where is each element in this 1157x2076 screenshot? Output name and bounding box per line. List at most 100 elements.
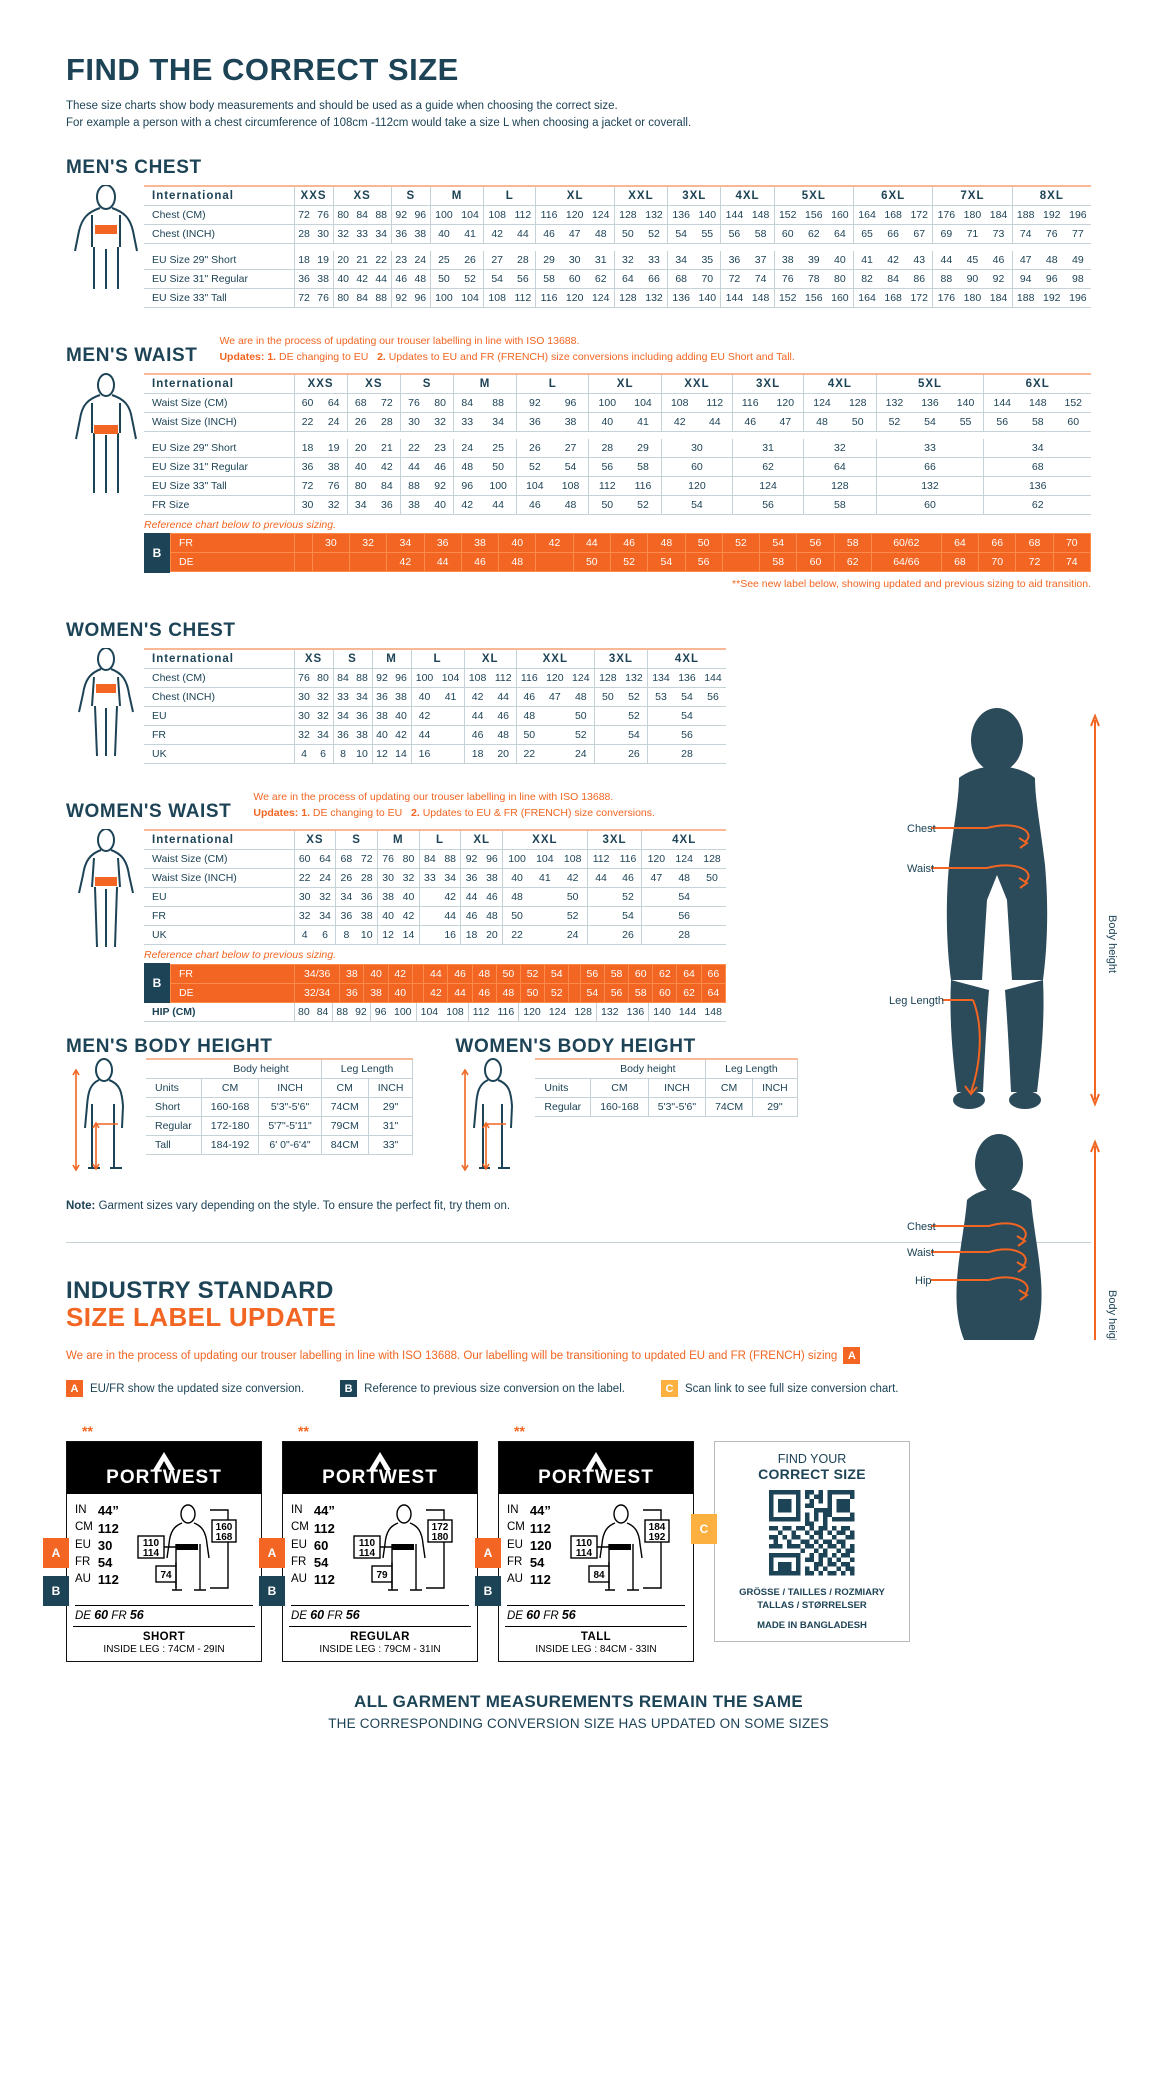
table-cell: 120 [518,1003,545,1023]
table-cell: 40 [376,906,399,927]
table-cell [418,887,441,908]
table-cell: 6 [313,744,333,764]
table-cell [311,552,350,573]
table-cell: 26 [620,744,648,764]
table-cell: 156 [800,288,827,308]
waist-box-1: 110 [576,1538,593,1549]
size-header: M [371,647,411,669]
table-cell: 52 [620,706,648,726]
unit-header: CM [321,1078,369,1099]
table-cell: 76 [320,476,348,496]
table-cell [541,744,568,764]
table-cell: 140 [947,393,984,414]
table-row: EU 30 32 34 36 38 40 42 44 46 48 50 52 54 [144,706,726,726]
de-prefix: DE [507,1610,523,1623]
table-cell: 65 [852,224,881,245]
table-row: FR 30 32 34 36 38 40 42 44 46 48 50 52 54 56 58 60/62 64… [170,533,1092,554]
table-cell: 104 [625,393,662,414]
table-cell: 74CM [321,1097,369,1118]
size-header: XS [293,829,336,851]
table-cell: 70 [694,269,721,289]
qr-card-col: C FIND YOUR CORRECT SIZE GRÖSSE / TAILLES /… [691,1423,910,1642]
iso-update2-num: 2. [377,350,386,363]
row-label: Chest (CM) [144,668,295,688]
iso-updates-label-w: Updates: [253,806,299,819]
table-cell: 5'3"-5'6" [648,1097,707,1118]
iso-note-line1-w: We are in the process of updating our tr… [253,790,614,803]
table-cell: 108 [483,288,511,308]
size-header: S [399,373,454,395]
height-box-2: 168 [216,1532,233,1543]
table-cell: 20 [332,250,353,270]
table-cell: 34 [983,438,1091,458]
row-label: Waist Size (INCH) [144,412,295,433]
table-cell: 44 [423,963,449,984]
table-cell: 56 [588,457,626,477]
table-cell: 22 [293,868,315,889]
table-cell: 72 [293,205,314,226]
size-header: 5XL [875,373,984,395]
row-label: DE [170,982,295,1003]
table-cell: 32 [332,224,353,245]
table-cell: 48 [453,457,481,477]
table-cell: 41 [625,412,662,433]
height-box-2: 192 [648,1532,665,1543]
table-cell: 54 [614,906,642,927]
table-cell: 16 [410,744,438,764]
table-cell: 14 [391,744,411,764]
leg-box: 79 [377,1570,389,1581]
table-cell: 112 [467,1003,494,1023]
mens-chest-table: International XXS XS S M L XL XXL 3XL 4XL 5XL 6XL 7X… [144,185,1091,308]
table-cell: 31 [587,250,615,270]
table-cell: 8 [332,744,353,764]
table-cell [535,552,574,573]
waist-box-2: 114 [576,1548,593,1559]
unit-header: CM [201,1078,260,1099]
table-row: EU Size 31" Regular 36 38 40 42 44 46 48 50 52 54 5… [144,457,1091,477]
label-inside-leg: INSIDE LEG : 74CM - 29IN [103,1644,225,1656]
table-cell: 54 [647,552,686,573]
table-cell: 88 [932,269,960,289]
table-cell: 42 [558,868,588,889]
asterisk-marker: ** [82,1423,93,1440]
size-guide-page: FIND THE CORRECT SIZE These size charts … [43,52,1118,1731]
spec-value: 44” [529,1503,551,1519]
table-cell: 67 [906,224,933,245]
table-cell: 76 [399,393,428,414]
table-cell: 92 [515,393,553,414]
table-cell: 50 [588,495,626,515]
table-cell: 124 [670,849,699,870]
row-label: Chest (CM) [144,205,295,226]
chip-a-inline: A [843,1347,861,1365]
height-box-2: 180 [432,1532,449,1543]
size-header: S [335,829,378,851]
mens-waist-ref-block: B FR 30 32 34 36 38 40 42 44 46 48 50 52 54 56 58 60/62… [144,532,1092,573]
qr-code[interactable] [769,1490,855,1576]
table-cell: 84 [373,476,401,496]
qr-title-1: FIND YOUR [777,1452,847,1467]
table-cell: 42 [463,687,491,707]
table-cell: 80 [427,393,454,414]
label-waist-male: Waist [907,863,934,875]
table-cell [437,706,465,726]
row-label: Waist Size (CM) [144,849,295,870]
table-cell: 34 [480,412,517,433]
table-cell: 84 [313,1003,333,1023]
table-cell: 56 [670,906,699,927]
table-cell: 36 [460,868,482,889]
table-cell: 50 [515,725,542,745]
label-previous-sizing: DE 60 FR 56 [507,1605,685,1622]
spec-value: 112 [97,1571,119,1587]
section-title-mens-chest: MEN'S CHEST [66,157,202,179]
portwest-logo: PORTWEST [283,1442,477,1495]
table-cell: 24 [320,412,348,433]
chip-b-card: B [43,1576,69,1607]
table-cell: 124 [567,668,595,688]
mens-waist-iso-note: We are in the process of updating our tr… [219,334,794,368]
table-cell: 20 [346,438,374,458]
table-row: Tall 184-192 6' 0"-6'4" 84CM 33" [146,1135,414,1156]
womens-body-height-figure [455,1058,535,1178]
table-cell: 32 [803,438,877,458]
row-label: EU Size 33" Tall [144,476,295,496]
iso-update1-text: DE changing to EU [279,350,369,363]
